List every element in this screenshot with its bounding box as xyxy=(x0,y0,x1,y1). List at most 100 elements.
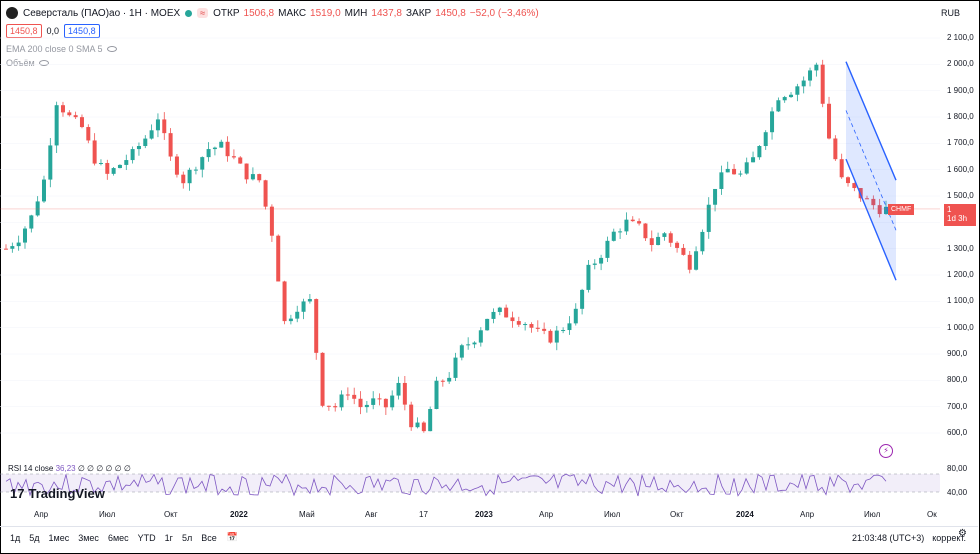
candle-body xyxy=(390,395,395,408)
rsi-label-row[interactable]: RSI 14 close 36,23 ∅ ∅ ∅ ∅ ∅ ∅ xyxy=(8,464,131,473)
candle-body xyxy=(421,422,426,432)
rsi-value: 36,23 xyxy=(55,464,76,473)
candle-body xyxy=(643,223,648,239)
candle-body xyxy=(687,254,692,270)
price-tick-label: 1 700,0 xyxy=(947,138,974,148)
candle-body xyxy=(814,64,819,71)
price-chart[interactable] xyxy=(0,24,940,456)
market-open-icon xyxy=(185,9,193,17)
range-button[interactable]: 6мес xyxy=(107,532,129,543)
candle-body xyxy=(307,299,312,302)
candle-body xyxy=(630,219,635,222)
candle-body xyxy=(326,405,331,407)
candle-body xyxy=(497,307,502,312)
candle-body xyxy=(472,342,477,345)
time-axis[interactable]: Апр Июл Окт 2022 Май Авг 17 2023 Апр Июл Окт 2024 Ап… xyxy=(0,510,940,524)
eye-icon[interactable] xyxy=(38,60,49,66)
adjust-toggle[interactable]: коррект. xyxy=(932,532,966,543)
candle-body xyxy=(276,235,281,282)
tradingview-logo[interactable]: 17 TradingView xyxy=(10,486,105,501)
time-tick-label: Июл xyxy=(604,510,621,519)
flash-icon[interactable]: ⚡ xyxy=(879,444,893,458)
candle-body xyxy=(16,242,21,247)
candle-body xyxy=(827,103,832,139)
gear-icon[interactable]: ⚙ xyxy=(958,528,967,539)
candle-body xyxy=(219,141,224,148)
candle-body xyxy=(732,168,737,175)
candle-body xyxy=(637,221,642,224)
spread-value: 0,0 xyxy=(46,26,60,36)
candle-body xyxy=(396,382,401,396)
rsi-label: RSI 14 close xyxy=(8,464,54,473)
symbol-title[interactable]: Северсталь (ПАО)ао · 1Н · MOEX xyxy=(23,7,181,19)
candle-body xyxy=(662,233,667,237)
candle-body xyxy=(105,162,110,174)
price-tick-label: 2 000,0 xyxy=(947,59,974,69)
candle-body xyxy=(744,162,749,174)
candle-body xyxy=(770,111,775,133)
ohlc-values: ОТКР 1506,8 МАКС 1519,0 МИН 1437,8 ЗАКР … xyxy=(213,8,539,19)
candle-body xyxy=(54,105,59,146)
time-tick-label: 2023 xyxy=(475,510,493,519)
candle-body xyxy=(567,323,572,331)
rsi-pane[interactable] xyxy=(0,462,940,504)
candle-body xyxy=(561,330,566,332)
candle-body xyxy=(523,324,528,326)
ema-indicator-row[interactable]: EMA 200 close 0 SMA 5 xyxy=(6,44,117,54)
calendar-icon[interactable]: 📅 xyxy=(226,532,238,542)
volume-indicator-label: Объём xyxy=(6,58,35,68)
range-button[interactable]: Все xyxy=(201,532,217,543)
time-tick-label: 2024 xyxy=(736,510,754,519)
time-tick-label: Окт xyxy=(164,510,178,519)
candle-body xyxy=(187,169,192,184)
candle-body xyxy=(573,308,578,324)
candle-body xyxy=(383,398,388,408)
candle-body xyxy=(358,398,363,408)
clock-time[interactable]: 21:03:48 (UTC+3) xyxy=(851,532,925,543)
candle-body xyxy=(320,352,325,406)
candle-body xyxy=(491,311,496,319)
range-button[interactable]: 3мес xyxy=(78,532,99,543)
candle-body xyxy=(681,247,686,255)
bar-countdown: 1d 3h xyxy=(944,214,976,223)
candle-body xyxy=(269,206,274,236)
candle-body xyxy=(453,357,458,378)
high-value: 1519,0 xyxy=(310,7,341,19)
range-button[interactable]: 1мес xyxy=(48,532,70,543)
candle-body xyxy=(231,156,236,158)
range-button[interactable]: 5д xyxy=(29,532,40,543)
eye-icon[interactable] xyxy=(106,46,117,52)
price-tick-label: 600,0 xyxy=(947,428,968,437)
time-tick-label: Авг xyxy=(365,510,378,519)
price-tick-label: 700,0 xyxy=(947,401,968,411)
volume-indicator-row[interactable]: Объём xyxy=(6,58,49,68)
price-tick-label: 1 600,0 xyxy=(947,164,974,174)
range-button[interactable]: YTD xyxy=(137,532,156,543)
channel-lower-line xyxy=(845,158,897,281)
currency-label[interactable]: RUB xyxy=(940,8,960,18)
price-axis[interactable]: 2 100,0 2 000,0 1 900,0 1 800,0 1 700,0 1 600… xyxy=(941,24,979,504)
candle-body xyxy=(333,406,338,408)
candle-body xyxy=(10,246,15,249)
candle-body xyxy=(599,257,604,264)
candle-body xyxy=(143,138,148,147)
candle-body xyxy=(415,422,420,428)
candle-body xyxy=(86,127,91,141)
range-button[interactable]: 5л xyxy=(181,532,193,543)
rsi-tick-40: 40,00 xyxy=(947,488,968,497)
buy-price-button[interactable]: 1450,8 xyxy=(64,24,100,38)
candle-body xyxy=(535,327,540,329)
range-button[interactable]: 1г xyxy=(164,532,173,543)
candle-body xyxy=(364,404,369,408)
time-tick-label: Май xyxy=(299,510,315,519)
time-tick-label: Ок xyxy=(927,510,937,519)
candle-body xyxy=(833,138,838,160)
candle-body xyxy=(700,231,705,252)
candle-body xyxy=(212,147,217,150)
sell-price-button[interactable]: 1450,8 xyxy=(6,24,42,38)
range-button[interactable]: 1д xyxy=(10,532,21,543)
candle-body xyxy=(92,140,97,164)
candle-body xyxy=(79,117,84,128)
chart-header: Северсталь (ПАО)ао · 1Н · MOEX ≈ ОТКР 15… xyxy=(6,4,539,22)
price-tick-label: 1 200,0 xyxy=(947,270,974,279)
